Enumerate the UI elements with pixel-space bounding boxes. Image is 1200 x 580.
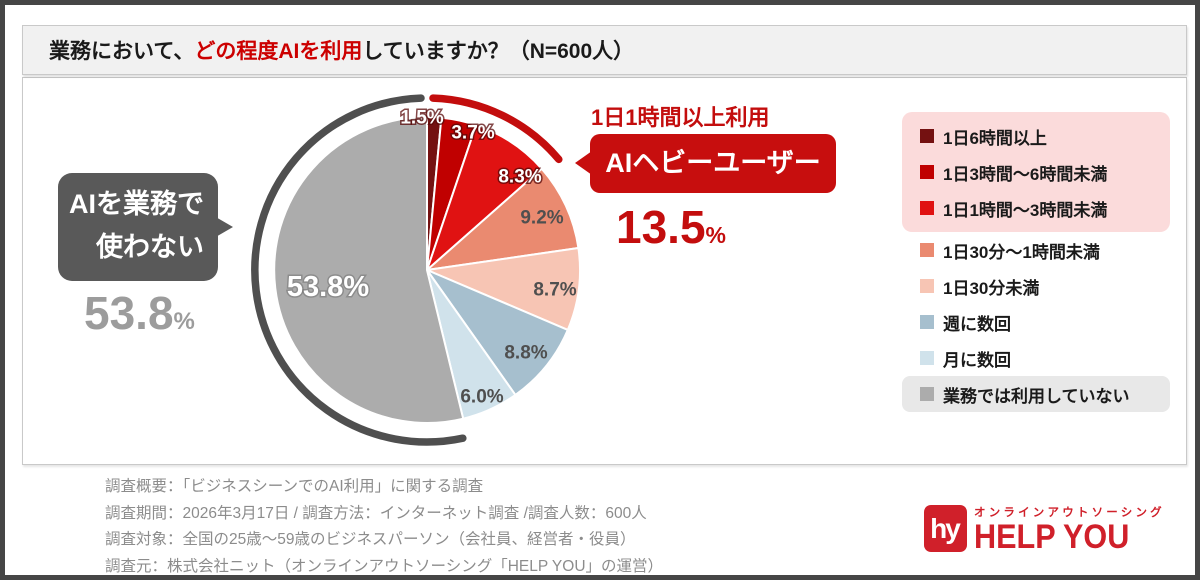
legend-item-3: 1日30分〜1時間未満 [902,232,1170,268]
legend-label: 1日30分未満 [943,278,1040,298]
heavy-user-badge-pointer [575,151,592,175]
pie-value-label-0: 1.5% [400,108,443,129]
legend-item-7: 業務では利用していない [902,376,1170,412]
legend-label: 1日30分〜1時間未満 [943,242,1100,262]
pie-slice-3 [426,167,580,271]
pie-value-label-6: 6.0% [460,387,503,408]
legend-label: 1日6時間以上 [943,128,1047,148]
legend-swatch [920,387,934,401]
non-user-value-unit: % [173,308,195,335]
pie-slice-4 [426,247,581,331]
non-user-callout-pointer [214,216,233,238]
pie-chart: 1.5% 3.7% 8.3% 9.2% 8.7% 8.8% 6.0% 53.8% [251,94,581,446]
non-user-callout-box: AIを業務で 使わない [58,173,218,281]
heavy-user-badge-text: AIヘビーユーザー [605,148,821,178]
legend-label: 週に数回 [943,314,1011,334]
legend-item-2: 1日1時間〜3時間未満 [902,190,1170,226]
legend-swatch [920,165,934,179]
legend-highlight-heavy-users: 1日6時間以上 1日3時間〜6時間未満 1日1時間〜3時間未満 [902,112,1170,232]
non-user-value: 53.8% [84,286,195,340]
legend-label: 業務では利用していない [943,386,1130,406]
page-title: 業務において、 どの程度AIを利用 していますか？（N=600人） [22,25,1187,75]
logo-tagline: オンラインアウトソーシング [974,507,1165,519]
pie-value-label-3: 9.2% [520,208,563,229]
legend-swatch [920,129,934,143]
pie-value-label-4: 8.7% [533,280,576,301]
legend: 1日6時間以上 1日3時間〜6時間未満 1日1時間〜3時間未満 1日30分〜1時… [902,112,1170,412]
legend-item-4: 1日30分未満 [902,268,1170,304]
legend-swatch [920,279,934,293]
survey-notes: 調査概要：「ビジネスシーンでのAI利用」に関する調査 調査期間：2026年3月1… [105,474,663,580]
legend-item-0: 1日6時間以上 [902,118,1170,154]
heavy-user-value-unit: % [705,222,726,248]
heavy-user-badge: AIヘビーユーザー [575,134,836,193]
legend-label: 1日1時間〜3時間未満 [943,200,1108,220]
helpyou-monogram-icon: hy [924,505,967,552]
legend-label: 月に数回 [943,350,1011,370]
pie-value-label-5: 8.8% [504,343,547,364]
legend-label: 1日3時間〜6時間未満 [943,164,1108,184]
non-user-value-number: 53.8 [84,287,174,339]
legend-swatch [920,351,934,365]
non-user-arc [251,94,467,446]
non-user-callout-line2: 使わない [96,232,204,262]
title-suffix: していますか？（N=600人） [362,40,635,63]
heavy-user-label: 1日1時間以上利用 [591,105,770,130]
pie-value-label-7: 53.8% [287,271,369,303]
legend-item-5: 週に数回 [902,304,1170,340]
pie-slice-7 [273,116,465,424]
logo-name: HELP YOU [974,518,1130,556]
helpyou-logo: hy オンラインアウトソーシング HELP YOU [924,505,1165,554]
survey-note-line: 調査期間：2026年3月17日 / 調査方法：インターネット調査 /調査人数：6… [105,504,647,522]
non-user-callout-line1: AIを業務で [69,189,204,219]
legend-swatch [920,243,934,257]
legend-swatch [920,201,934,215]
survey-note-line: 調査元：株式会社ニット（オンラインアウトソーシング「HELP YOU」の運営） [105,557,664,575]
title-prefix: 業務において、 [49,40,195,63]
pie-value-label-2: 8.3% [498,167,541,188]
heavy-user-arc [429,94,563,164]
legend-swatch [920,315,934,329]
survey-note-line: 調査対象：全国の25歳〜59歳のビジネスパーソン（会社員、経営者・役員） [105,531,636,548]
survey-note-line: 調査概要：「ビジネスシーンでのAI利用」に関する調査 [105,478,484,495]
pie-slice-5 [426,269,569,396]
title-highlight: どの程度AIを利用 [194,40,363,63]
legend-item-1: 1日3時間〜6時間未満 [902,154,1170,190]
heavy-user-value-number: 13.5 [616,201,706,253]
legend-item-6: 月に数回 [902,340,1170,376]
pie-value-label-1: 3.7% [451,123,494,144]
heavy-user-value: 13.5% [616,200,726,254]
